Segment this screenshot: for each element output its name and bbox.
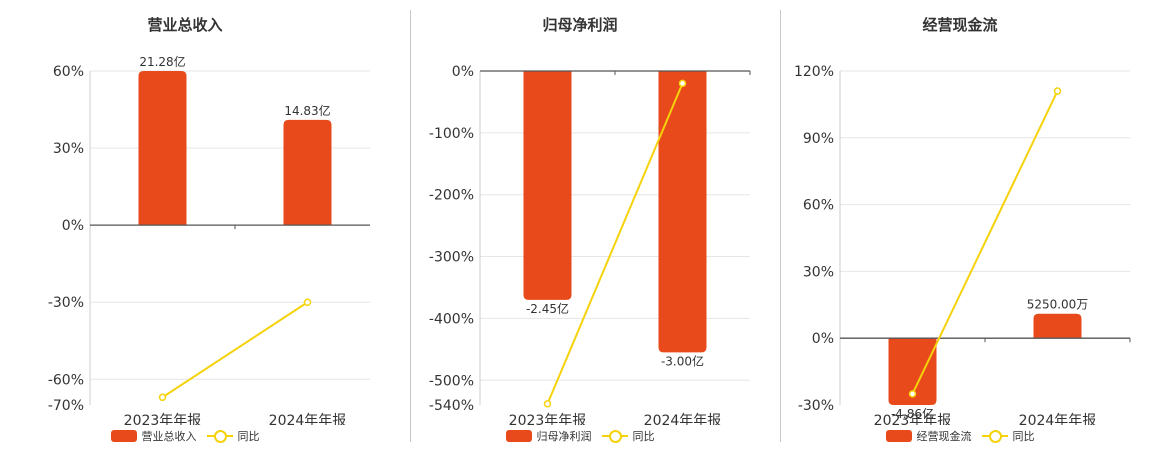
- legend-item-line[interactable]: 同比: [601, 428, 655, 444]
- y-tick-label: -300%: [429, 250, 474, 266]
- legend-item-line[interactable]: 同比: [981, 428, 1035, 444]
- legend-bar-label: 归母净利润: [536, 430, 592, 443]
- yoy-line: [911, 90, 1059, 395]
- bar-data-label: 5250.00万: [1027, 298, 1089, 312]
- bar: [1033, 313, 1082, 339]
- chart-plot-cash-flow: 120% 90% 60% 30% 0% -30% -4.86亿 5250.00万 2023年年报…: [794, 64, 1131, 425]
- y-tick-label: 0%: [452, 64, 474, 80]
- yoy-point: [158, 393, 167, 402]
- x-tick-label: 2024年年报: [269, 413, 347, 425]
- legend: 归母净利润 同比: [395, 428, 765, 444]
- yoy-point: [1053, 87, 1062, 95]
- legend-line-label: 同比: [237, 430, 260, 443]
- chart-panel-net-profit: 归母净利润 0% -100% -200% -300% -400% -500% -540% -2…: [395, 0, 765, 450]
- y-tick-label: 60%: [53, 64, 84, 80]
- bar-data-label: -3.00亿: [661, 353, 704, 368]
- chart-title: 营业总收入: [147, 16, 223, 34]
- y-tick-label: 0%: [62, 218, 84, 234]
- x-tick-label: 2023年年报: [509, 413, 587, 425]
- chart-plot-revenue: 60% 30% 0% -30% -60% -70% 21.28亿 14.83亿 2023年年报 2…: [48, 54, 370, 425]
- chart-panel-revenue: 营业总收入 60% 30% 0% -30% -60% -70% 21.28亿 14.83亿 20…: [0, 0, 370, 450]
- chart-panel-cash-flow: 经营现金流 120% 90% 60% 30% 0% -30% -4.86亿 5250.00万 2…: [775, 0, 1145, 450]
- bar-data-label: -4.86亿: [891, 406, 934, 421]
- yoy-point: [678, 79, 687, 88]
- legend-line-swatch: [206, 430, 233, 443]
- bar: [283, 119, 332, 226]
- legend-line-label: 同比: [1012, 430, 1035, 443]
- bar-data-label: 14.83亿: [284, 103, 330, 118]
- y-tick-label: 60%: [803, 198, 834, 214]
- bar-data-label: 21.28亿: [139, 54, 185, 69]
- legend-bar-label: 经营现金流: [916, 430, 972, 443]
- y-tick-label: -540%: [429, 398, 474, 414]
- x-tick-label: 2024年年报: [644, 413, 722, 425]
- yoy-point: [303, 298, 312, 306]
- legend-bar-swatch: [885, 430, 912, 442]
- y-tick-label: 90%: [803, 131, 834, 147]
- legend-bar-label: 营业总收入: [141, 430, 197, 443]
- legend-line-swatch: [601, 430, 628, 443]
- yoy-point: [543, 400, 552, 408]
- panel-divider: [410, 10, 411, 442]
- y-tick-label: 30%: [803, 264, 834, 280]
- legend-line-swatch: [981, 430, 1008, 443]
- bar: [138, 71, 187, 226]
- y-tick-label: -70%: [48, 398, 84, 414]
- panel-divider: [780, 10, 781, 442]
- legend-line-label: 同比: [632, 430, 655, 443]
- legend-item-bar[interactable]: 归母净利润: [505, 428, 592, 444]
- chart-plot-net-profit: 0% -100% -200% -300% -400% -500% -540% -2.45亿 -3…: [429, 64, 751, 425]
- legend: 营业总收入 同比: [0, 428, 370, 444]
- yoy-line: [546, 82, 684, 405]
- bar: [888, 338, 937, 405]
- y-tick-label: -500%: [429, 373, 474, 389]
- yoy-point: [908, 390, 917, 398]
- x-tick-label: 2023年年报: [874, 413, 952, 425]
- chart-title: 归母净利润: [542, 16, 618, 34]
- bar-data-label: -2.45亿: [526, 301, 569, 316]
- y-tick-label: -60%: [48, 372, 84, 388]
- y-tick-label: -400%: [429, 311, 474, 327]
- legend-item-bar[interactable]: 营业总收入: [110, 428, 197, 444]
- x-tick-label: 2023年年报: [124, 413, 202, 425]
- bar: [523, 71, 572, 300]
- x-tick-label: 2024年年报: [1019, 413, 1097, 425]
- y-tick-label: -100%: [429, 126, 474, 142]
- legend-bar-swatch: [505, 430, 532, 442]
- y-tick-label: 120%: [794, 64, 834, 80]
- y-tick-label: 0%: [812, 331, 834, 347]
- legend-bar-swatch: [110, 430, 137, 442]
- y-tick-label: -30%: [798, 398, 834, 414]
- chart-title: 经营现金流: [922, 16, 998, 34]
- yoy-line: [161, 301, 309, 399]
- y-tick-label: 30%: [53, 141, 84, 157]
- bar: [658, 71, 707, 353]
- legend: 经营现金流 同比: [775, 428, 1145, 444]
- legend-item-bar[interactable]: 经营现金流: [885, 428, 972, 444]
- legend-item-line[interactable]: 同比: [206, 428, 260, 444]
- y-tick-label: -30%: [48, 295, 84, 311]
- y-tick-label: -200%: [429, 188, 474, 204]
